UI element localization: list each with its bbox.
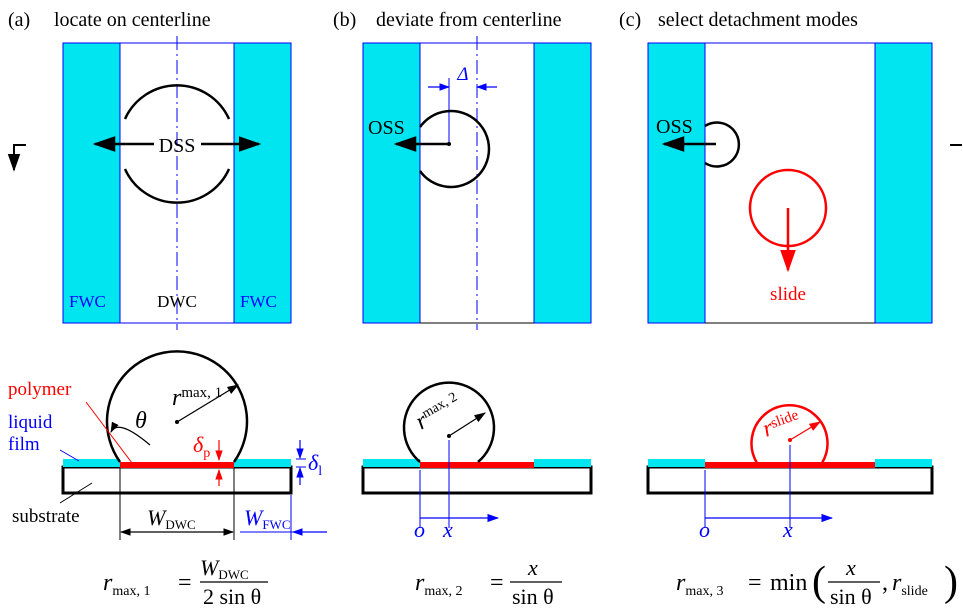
fwc-label-left: FWC [69, 292, 106, 311]
fwc-label-right: FWC [240, 292, 277, 311]
oss-arc-c [704, 121, 741, 168]
formula-c-num: x [845, 555, 856, 580]
theta-label-a: θ [135, 408, 147, 434]
dp-label: δp [193, 432, 210, 461]
liquid-film-right-c [875, 459, 932, 467]
fwc-strip-left [62, 42, 121, 324]
substrate-leader [59, 482, 93, 504]
radius-arrow-c [789, 421, 822, 441]
x-label-b: x [442, 517, 453, 542]
panel-c-tag: (c) [619, 9, 641, 31]
liquid-film-left-c [648, 459, 705, 467]
liquid-film-left-a [63, 459, 120, 467]
r-label-a: rmax, 1 [172, 385, 222, 411]
formula-c: rmax, 3 = min ( x sin θ , rslide ) [676, 555, 958, 609]
droplet-a [105, 350, 249, 463]
panel-c-title: select detachment modes [658, 9, 858, 31]
dwc-label: DWC [157, 292, 197, 311]
dss-label: DSS [159, 135, 196, 157]
droplet-c [750, 404, 829, 464]
liquid-film-right-a [234, 459, 291, 467]
substrate-b [361, 465, 593, 495]
oss-label-c: OSS [656, 116, 693, 138]
formula-b: rmax, 2 = x sin θ [415, 555, 562, 609]
formula-c-rparen: ) [944, 559, 958, 605]
formula-c-fn: min [770, 570, 807, 596]
panel-c: (c) select detachment modes OSS slide [619, 9, 962, 324]
formula-b-lhs: rmax, 2 [415, 570, 462, 599]
dss-arc-bottom [123, 168, 231, 204]
oss-label-b: OSS [368, 117, 405, 139]
formula-c-lhs: rmax, 3 [676, 570, 723, 599]
cross-section-a: rmax, 1 θ polymer liquid film substrate … [8, 350, 327, 540]
panel-a-title: locate on centerline [54, 9, 211, 31]
formula-c-eq: = [748, 570, 762, 596]
droplet-b [402, 381, 496, 463]
formula-c-arg2: rslide [892, 570, 928, 599]
formula-a: rmax, 1 = WDWC 2 sin θ [103, 555, 268, 609]
fwc-strip-right [233, 42, 292, 324]
formula-c-den: sin θ [830, 584, 872, 609]
radius-arrow-b [448, 412, 486, 437]
wfwc-label: WFWC [244, 505, 291, 532]
cross-section-c: rslide o x [646, 404, 934, 542]
fwc-strip-right-b [533, 42, 592, 324]
panel-b-title: deviate from centerline [376, 9, 562, 31]
formula-a-den: 2 sin θ [203, 584, 261, 609]
formula-b-den: sin θ [512, 584, 554, 609]
panel-b-tag: (b) [333, 9, 356, 31]
fwc-strip-left-b [362, 42, 421, 324]
r-label-b: rmax, 2 [411, 389, 465, 435]
cross-section-b: rmax, 2 o x [361, 381, 593, 542]
section-marker-left [7, 144, 26, 172]
formula-c-comma: , [882, 570, 888, 596]
film-leader [59, 449, 80, 462]
polymer-layer-a [120, 462, 234, 468]
panel-b: (b) deviate from centerline Δ OSS [333, 9, 592, 330]
formula-a-num: WDWC [200, 555, 249, 582]
substrate-a [61, 465, 293, 495]
slide-label: slide [770, 284, 806, 305]
formula-a-eq: = [178, 570, 192, 596]
dl-label: δl [308, 450, 322, 479]
liquid-film-right-b [534, 459, 591, 467]
polymer-leader [85, 401, 133, 464]
dss-arc-top [123, 84, 231, 120]
oss-arc-b [418, 109, 491, 189]
o-label-c: o [699, 517, 710, 542]
panel-a: (a) locate on centerline DSS FWC DWC FWC [7, 9, 292, 330]
polymer-label: polymer [8, 379, 72, 400]
liquid-label: liquid [8, 412, 53, 433]
radius-arrow-a [176, 384, 240, 423]
delta-label: Δ [456, 64, 468, 85]
film-label: film [8, 434, 40, 455]
liquid-film-left-b [363, 459, 420, 467]
formula-b-eq: = [490, 570, 504, 596]
formula-b-num: x [527, 555, 538, 580]
o-label-b: o [414, 517, 425, 542]
x-label-c: x [782, 517, 793, 542]
theta-arc-a [110, 421, 151, 446]
fwc-strip-left-c [647, 42, 706, 324]
panel-a-tag: (a) [8, 9, 30, 31]
wdwc-label: WDWC [147, 505, 196, 532]
polymer-layer-b [420, 462, 534, 468]
formula-c-lparen: ( [812, 559, 826, 605]
fwc-strip-right-c [874, 42, 933, 324]
r-label-c: rslide [759, 405, 804, 442]
formula-a-lhs: rmax, 1 [103, 570, 150, 599]
substrate-label: substrate [12, 506, 80, 527]
